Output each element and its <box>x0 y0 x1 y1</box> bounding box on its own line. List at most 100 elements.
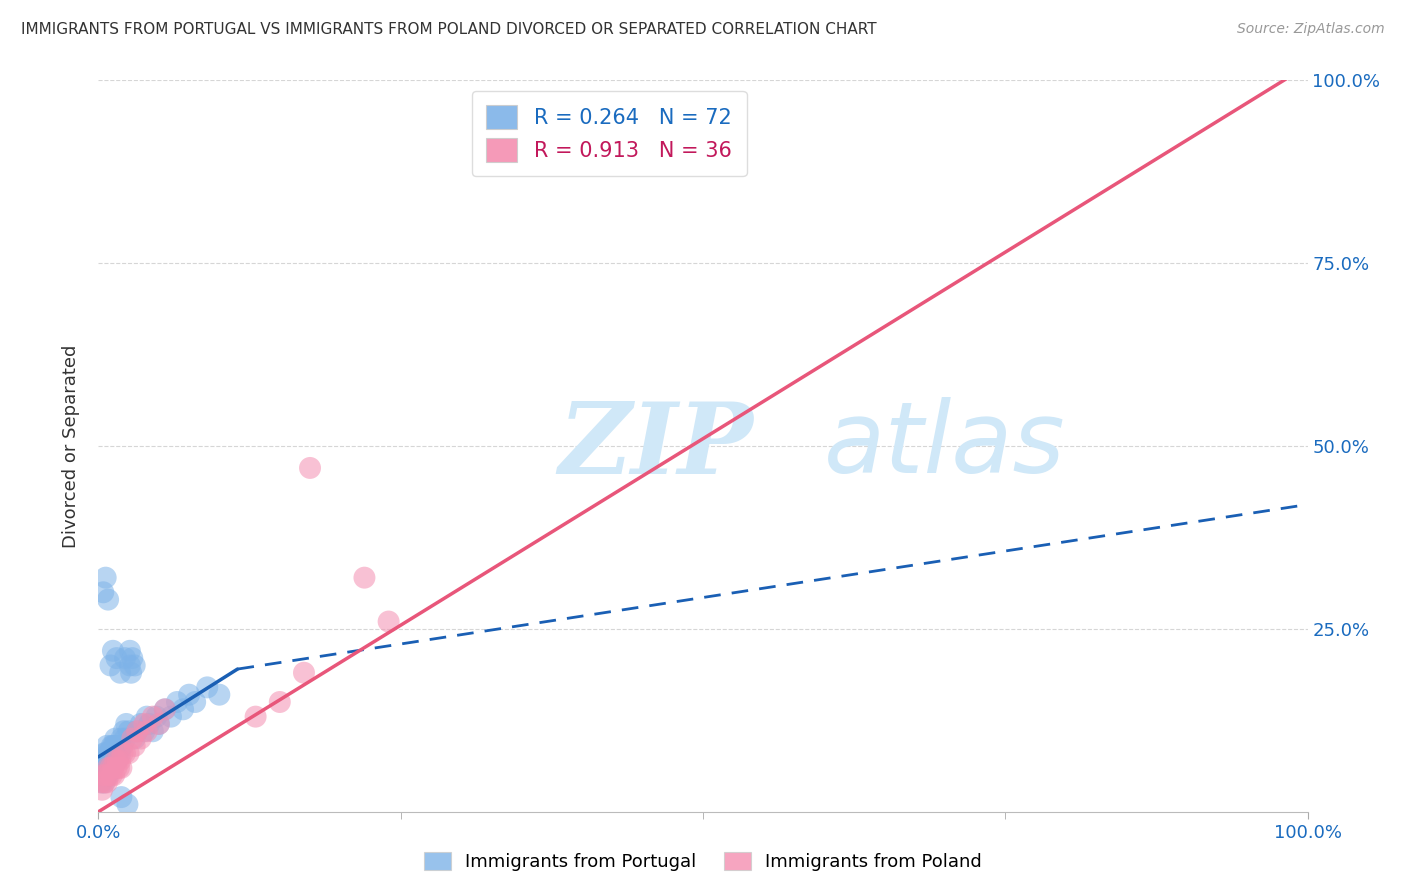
Point <box>145 709 167 723</box>
Point <box>148 717 170 731</box>
Point <box>103 768 125 782</box>
Point <box>104 746 127 760</box>
Point <box>153 702 176 716</box>
Point <box>108 746 131 760</box>
Point <box>94 768 117 782</box>
Point <box>129 731 152 746</box>
Point <box>96 775 118 789</box>
Point <box>91 761 114 775</box>
Point <box>90 775 112 789</box>
Point <box>107 746 129 760</box>
Point <box>91 782 114 797</box>
Point <box>94 761 117 775</box>
Point <box>96 768 118 782</box>
Point <box>90 768 112 782</box>
Point <box>107 754 129 768</box>
Point <box>184 695 207 709</box>
Point <box>153 702 176 716</box>
Point <box>96 754 118 768</box>
Point <box>134 724 156 739</box>
Point <box>377 615 399 629</box>
Point <box>98 746 121 760</box>
Point <box>124 739 146 753</box>
Point <box>108 754 131 768</box>
Point <box>121 651 143 665</box>
Point <box>91 768 114 782</box>
Point <box>292 665 315 680</box>
Point <box>94 746 117 760</box>
Point <box>93 746 115 760</box>
Point <box>98 768 121 782</box>
Point <box>179 688 201 702</box>
Point <box>245 709 267 723</box>
Point <box>129 717 152 731</box>
Point <box>118 724 141 739</box>
Point <box>100 658 122 673</box>
Point <box>97 746 120 760</box>
Point <box>142 724 165 739</box>
Point <box>108 665 131 680</box>
Point <box>172 702 194 716</box>
Point <box>134 717 156 731</box>
Point <box>100 739 122 753</box>
Point <box>98 761 121 775</box>
Point <box>96 739 118 753</box>
Point <box>101 739 124 753</box>
Point <box>105 651 128 665</box>
Point <box>111 739 134 753</box>
Point <box>100 754 122 768</box>
Point <box>101 644 124 658</box>
Point <box>269 695 291 709</box>
Legend: R = 0.264   N = 72, R = 0.913   N = 36: R = 0.264 N = 72, R = 0.913 N = 36 <box>471 91 747 177</box>
Point <box>135 724 157 739</box>
Point <box>299 461 322 475</box>
Point <box>118 644 141 658</box>
Point <box>127 724 149 739</box>
Point <box>105 739 128 753</box>
Point <box>148 717 170 731</box>
Point <box>110 790 132 805</box>
Text: IMMIGRANTS FROM PORTUGAL VS IMMIGRANTS FROM POLAND DIVORCED OR SEPARATED CORRELA: IMMIGRANTS FROM PORTUGAL VS IMMIGRANTS F… <box>21 22 877 37</box>
Point <box>114 731 136 746</box>
Point <box>100 768 122 782</box>
Point <box>100 761 122 775</box>
Point <box>108 739 131 753</box>
Point <box>127 724 149 739</box>
Point <box>97 754 120 768</box>
Point <box>105 754 128 768</box>
Point <box>110 761 132 775</box>
Point <box>108 761 131 775</box>
Text: ZIP: ZIP <box>558 398 752 494</box>
Point <box>101 761 124 775</box>
Point <box>142 709 165 723</box>
Point <box>118 658 141 673</box>
Point <box>100 746 122 760</box>
Point <box>110 731 132 746</box>
Point <box>101 754 124 768</box>
Text: Source: ZipAtlas.com: Source: ZipAtlas.com <box>1237 22 1385 37</box>
Point <box>94 571 117 585</box>
Point <box>103 739 125 753</box>
Point <box>103 754 125 768</box>
Point <box>117 797 139 812</box>
Point <box>120 665 142 680</box>
Y-axis label: Divorced or Separated: Divorced or Separated <box>62 344 80 548</box>
Point <box>160 709 183 723</box>
Point <box>91 585 114 599</box>
Point <box>100 761 122 775</box>
Point <box>91 775 114 789</box>
Point <box>111 746 134 760</box>
Point <box>353 571 375 585</box>
Point <box>135 709 157 723</box>
Point <box>115 717 138 731</box>
Legend: Immigrants from Portugal, Immigrants from Poland: Immigrants from Portugal, Immigrants fro… <box>416 845 990 879</box>
Point <box>105 761 128 775</box>
Point <box>93 775 115 789</box>
Point <box>118 746 141 760</box>
Point <box>124 658 146 673</box>
Point <box>91 754 114 768</box>
Point <box>124 731 146 746</box>
Point <box>93 775 115 789</box>
Point <box>195 681 218 695</box>
Point <box>94 768 117 782</box>
